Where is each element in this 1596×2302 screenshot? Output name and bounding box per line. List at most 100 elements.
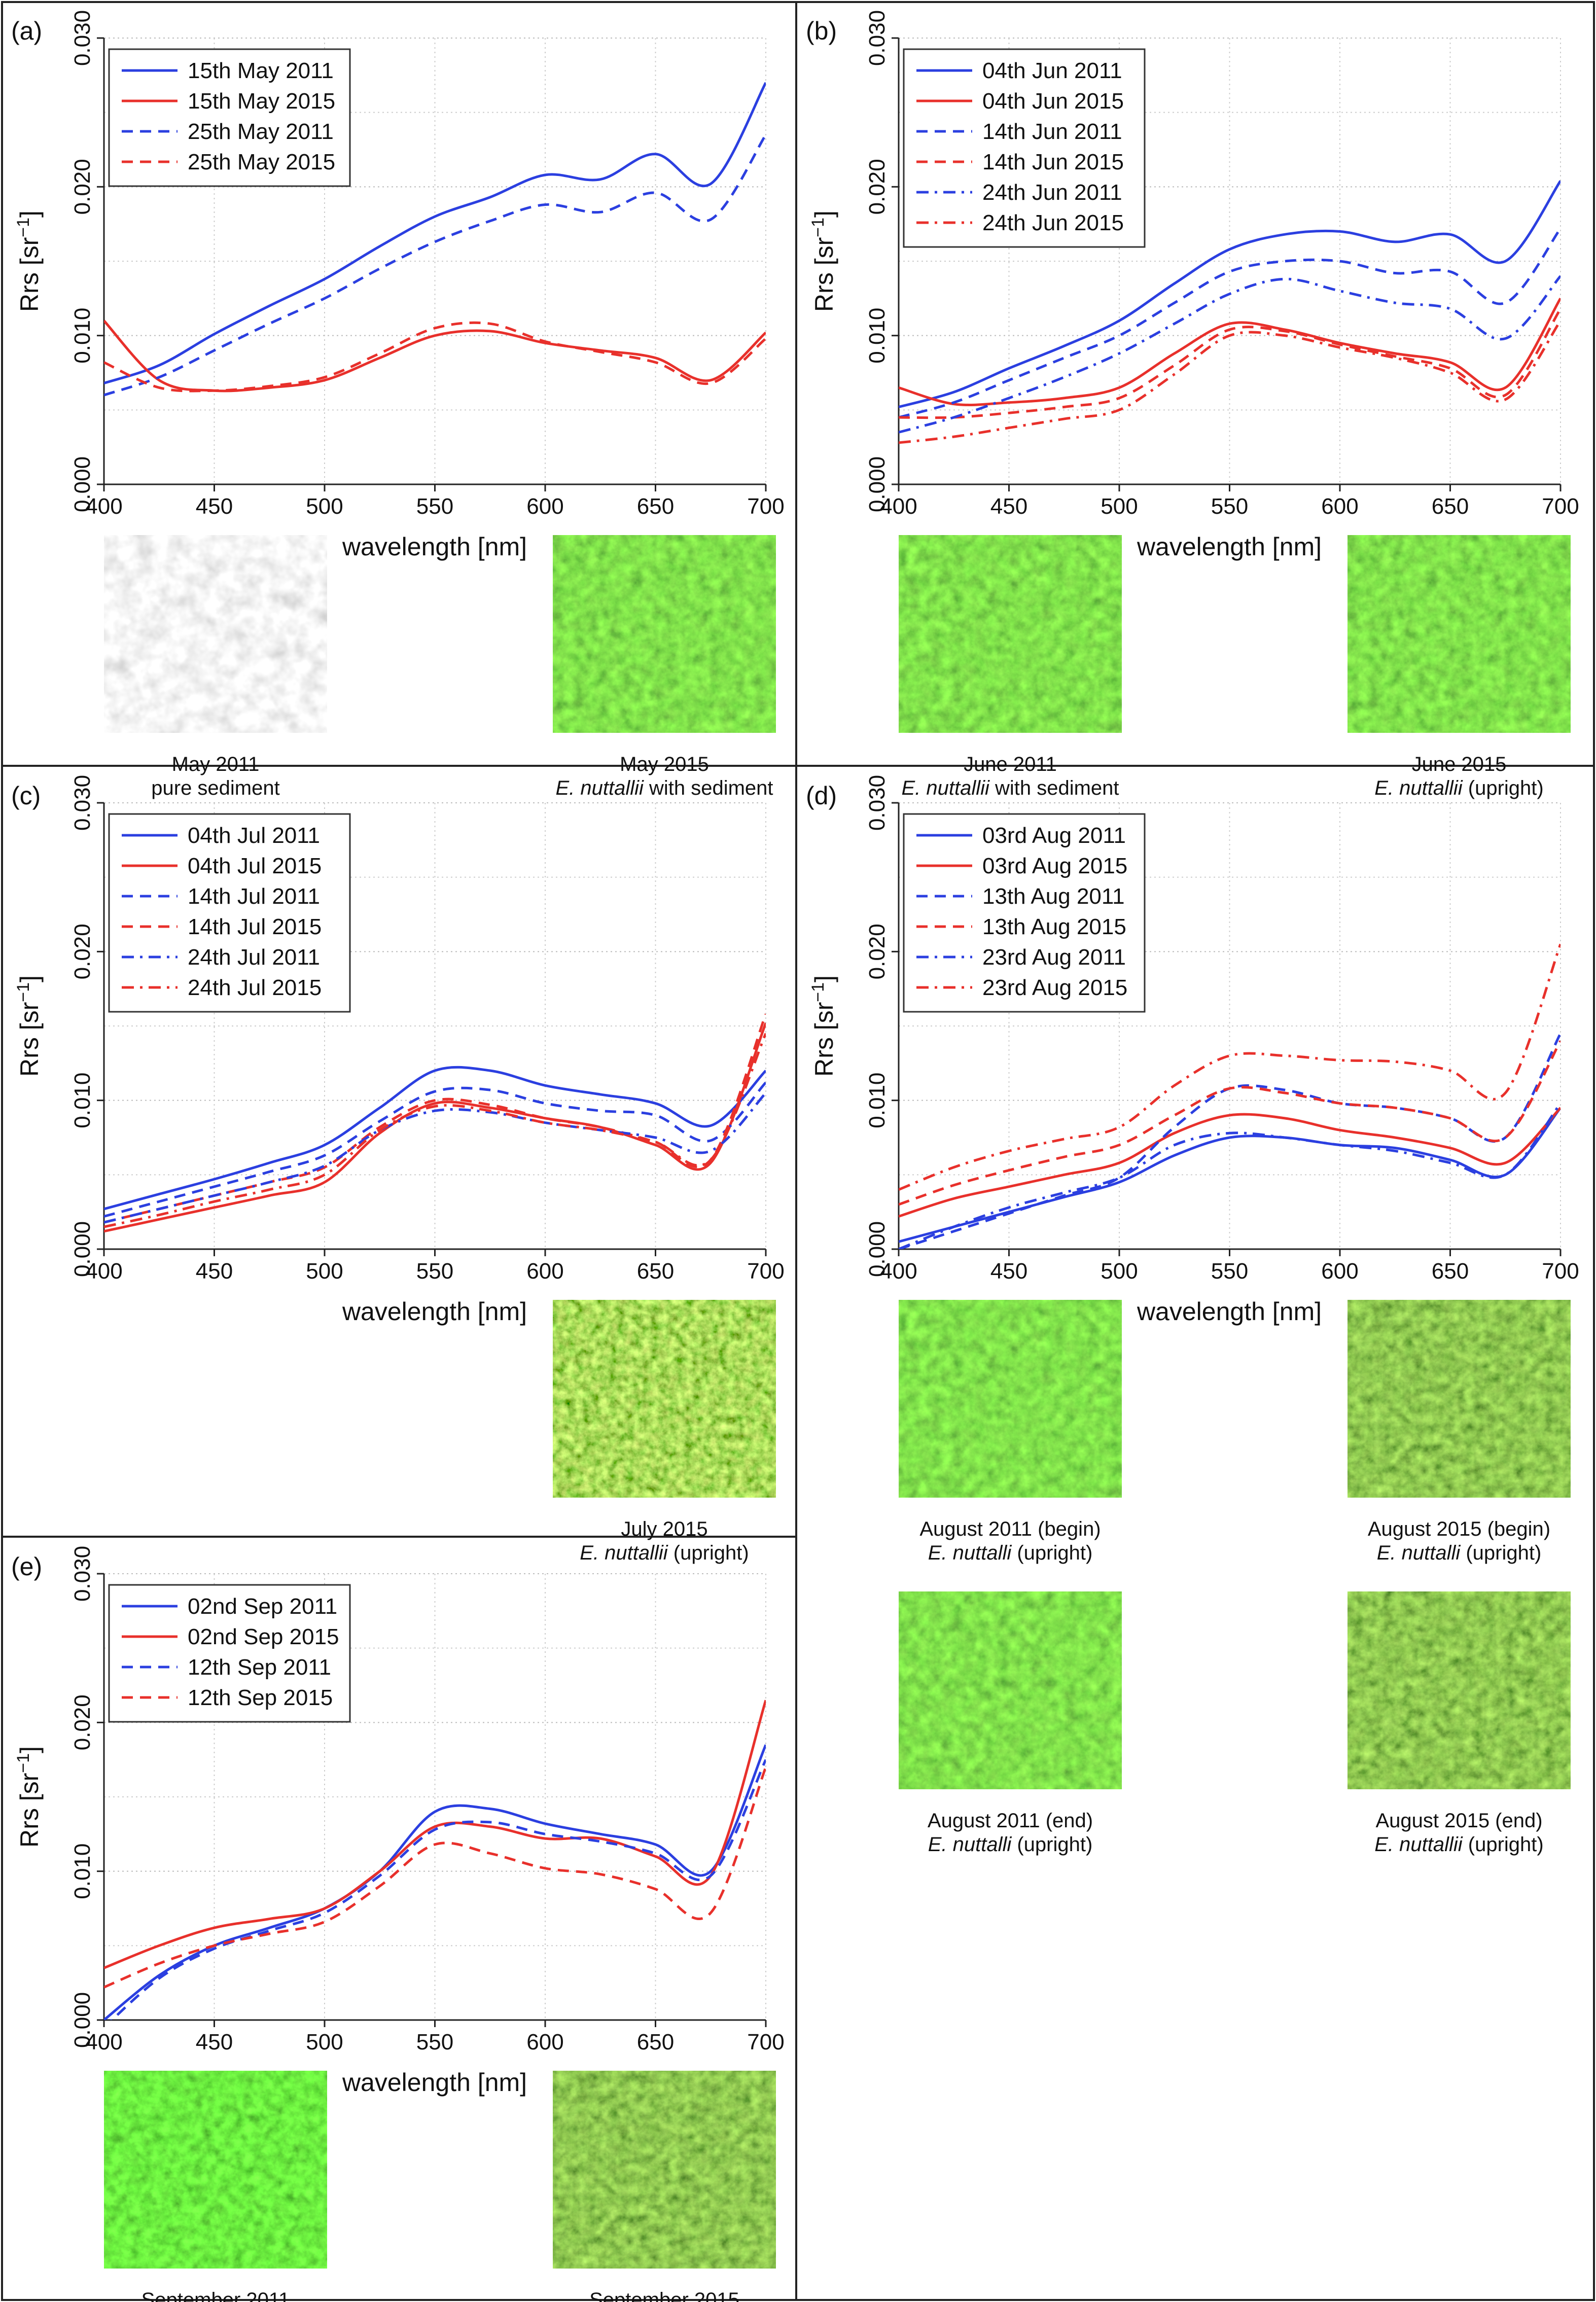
panel-label: (b) <box>806 17 837 45</box>
x-tick-label: 450 <box>990 494 1027 519</box>
x-tick-label: 550 <box>1211 1259 1248 1284</box>
plant-photo <box>899 1300 1122 1498</box>
x-tick-label: 700 <box>747 2030 784 2055</box>
species-name: E. nuttalli <box>928 1833 1012 1856</box>
y-tick-label: 0.030 <box>70 775 95 831</box>
series-line-02nd-sep-2011 <box>104 1744 766 2020</box>
legend-label: 23rd Aug 2011 <box>982 945 1126 970</box>
legend-label: 24th Jul 2015 <box>188 975 322 1000</box>
plant-photo <box>553 535 776 733</box>
legend-label: 14th Jun 2015 <box>982 150 1124 174</box>
legend: 04th Jul 2011 04th Jul 2015 14th Jul 2011 1… <box>108 813 351 1013</box>
legend-label: 13th Aug 2015 <box>982 914 1126 939</box>
ylabel-main: Rrs [sr <box>15 1002 44 1077</box>
ylabel-sup: −1 <box>14 982 33 1002</box>
x-tick-label: 600 <box>1321 494 1358 519</box>
x-tick-label: 550 <box>1211 494 1248 519</box>
series-line-12th-sep-2011 <box>110 1759 766 2020</box>
ylabel-close: ] <box>810 975 838 982</box>
species-name: E. nuttallii <box>580 1542 668 1564</box>
y-tick-label: 0.000 <box>70 456 95 512</box>
ylabel-close: ] <box>15 1746 44 1753</box>
series-line-24th-jul-2011 <box>104 1092 766 1224</box>
series-lines <box>899 180 1560 444</box>
series-line-04th-jul-2011 <box>104 1066 766 1211</box>
series-line-25th-may-2015 <box>104 321 766 393</box>
legend-label: 12th Sep 2015 <box>188 1685 333 1710</box>
legend-label: 15th May 2015 <box>188 89 335 114</box>
series-line-04th-jul-2015 <box>104 1022 766 1233</box>
photo-caption-desc: E. nuttallii (upright) <box>1374 777 1543 799</box>
y-tick-label: 0.030 <box>70 1546 95 1602</box>
panels: (a) 0.000 0.010 0.020 0.030 400 450 500 550 600 65… <box>11 10 1579 2302</box>
plant-photo <box>553 1300 776 1498</box>
ylabel-close: ] <box>810 210 838 218</box>
panel-label: (e) <box>11 1552 42 1581</box>
x-axis-label: wavelength [nm] <box>342 533 527 561</box>
ylabel-main: Rrs [sr <box>810 237 838 312</box>
x-tick-label: 600 <box>526 1259 563 1284</box>
panel-b: (b) 0.000 0.010 0.020 0.030 400 450 500 550 600 65… <box>806 10 1579 799</box>
ylabel-sup: −1 <box>808 982 828 1002</box>
x-tick-label: 600 <box>1321 1259 1358 1284</box>
habit-note: (upright) <box>1460 1542 1541 1564</box>
x-tick-label: 600 <box>526 2030 563 2055</box>
x-tick-label: 450 <box>990 1259 1027 1284</box>
panel-a: (a) 0.000 0.010 0.020 0.030 400 450 500 550 600 65… <box>11 10 785 799</box>
ylabel-sup: −1 <box>808 218 828 237</box>
legend-label: 03rd Aug 2011 <box>982 823 1126 848</box>
photo-caption-date: July 2015 <box>621 1518 707 1540</box>
photo-caption-date: August 2011 (end) <box>928 1810 1093 1832</box>
x-axis-label: wavelength [nm] <box>342 2068 527 2097</box>
x-tick-label: 550 <box>416 1259 453 1284</box>
series-line-04th-jun-2015 <box>899 298 1560 406</box>
y-tick-label: 0.010 <box>70 1844 95 1899</box>
legend-label: 04th Jul 2011 <box>188 823 320 848</box>
series-line-24th-jun-2015 <box>899 320 1560 444</box>
photo-caption-desc: E. nuttalli (upright) <box>1377 1542 1542 1564</box>
panel-c: (c) 0.000 0.010 0.020 0.030 400 450 500 550 600 65… <box>11 775 785 1564</box>
x-tick-label: 500 <box>306 1259 343 1284</box>
legend-label: 04th Jun 2015 <box>982 89 1124 114</box>
x-tick-label: 700 <box>1542 1259 1579 1284</box>
x-tick-label: 700 <box>747 494 784 519</box>
frame-d <box>795 765 1595 2301</box>
x-axis-label: wavelength [nm] <box>1137 1297 1322 1326</box>
legend-box <box>108 1584 351 1723</box>
legend-label: 14th Jul 2015 <box>188 914 322 939</box>
ylabel-main: Rrs [sr <box>15 237 44 312</box>
species-name: E. nuttalli <box>1377 1542 1461 1564</box>
legend-label: 24th Jun 2011 <box>982 180 1122 205</box>
x-tick-label: 550 <box>416 494 453 519</box>
y-tick-label: 0.030 <box>865 775 890 831</box>
legend-label: 02nd Sep 2011 <box>188 1594 337 1619</box>
x-tick-label: 700 <box>1542 494 1579 519</box>
x-tick-label: 700 <box>747 1259 784 1284</box>
species-name: E. nuttalli <box>928 1542 1012 1564</box>
y-tick-label: 0.000 <box>865 1221 890 1277</box>
legend-label: 13th Aug 2011 <box>982 884 1125 909</box>
legend-label: 04th Jul 2015 <box>188 854 322 878</box>
y-tick-label: 0.000 <box>70 1992 95 2048</box>
photo-caption-date: June 2011 <box>964 753 1057 775</box>
sediment-photo <box>104 535 327 733</box>
ylabel-sup: −1 <box>14 1753 33 1773</box>
habit-note: (upright) <box>668 1542 749 1564</box>
habit-note: (upright) <box>1011 1833 1092 1856</box>
x-tick-label: 650 <box>637 2030 674 2055</box>
x-tick-label: 450 <box>196 494 233 519</box>
legend: 02nd Sep 2011 02nd Sep 2015 12th Sep 2011 1… <box>108 1584 351 1723</box>
x-tick-label: 650 <box>637 1259 674 1284</box>
legend-label: 14th Jun 2011 <box>982 119 1122 144</box>
y-tick-label: 0.000 <box>70 1221 95 1277</box>
y-tick-label: 0.010 <box>70 1073 95 1128</box>
ylabel-close: ] <box>15 975 44 982</box>
series-line-13th-aug-2015 <box>899 1040 1560 1206</box>
legend-label: 23rd Aug 2015 <box>982 975 1127 1000</box>
y-tick-label: 0.010 <box>865 1073 890 1128</box>
x-tick-label: 400 <box>85 494 122 519</box>
series-line-13th-aug-2011 <box>899 1033 1560 1249</box>
y-tick-label: 0.020 <box>865 159 890 215</box>
